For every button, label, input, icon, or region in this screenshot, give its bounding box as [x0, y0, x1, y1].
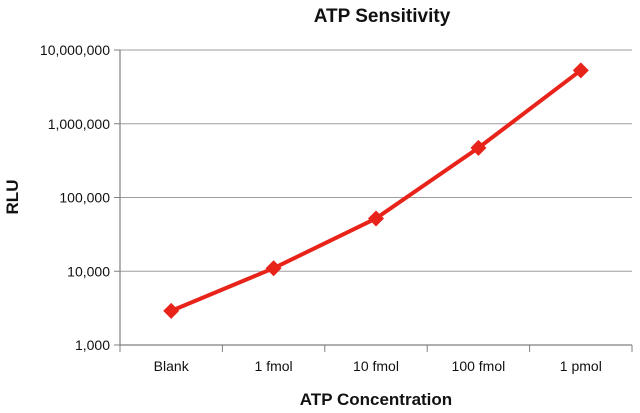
x-tick-label: 100 fmol [452, 358, 506, 374]
series-line [170, 68, 583, 313]
y-tick-labels: 1,000 10,000 100,000 1,000,000 10,000,000 [40, 42, 110, 353]
y-tick-label: 1,000 [75, 337, 110, 353]
x-tick-label: 1 pmol [560, 358, 602, 374]
x-axis-title: ATP Concentration [300, 390, 452, 409]
data-markers [163, 62, 589, 319]
y-tick-label: 10,000 [67, 263, 110, 279]
x-tick-label: 10 fmol [353, 358, 399, 374]
axes [114, 49, 633, 352]
x-tick-label: Blank [154, 358, 190, 374]
x-tick-labels: Blank 1 fmol 10 fmol 100 fmol 1 pmol [154, 358, 602, 374]
data-point-marker [572, 62, 589, 79]
x-tick-label: 1 fmol [255, 358, 293, 374]
data-point-marker [470, 139, 487, 156]
data-point-marker [163, 302, 180, 319]
data-point-marker [368, 210, 384, 227]
data-point-marker [265, 260, 282, 277]
y-axis-title: RLU [3, 180, 22, 215]
y-tick-label: 10,000,000 [40, 42, 110, 58]
y-tick-label: 1,000,000 [48, 116, 110, 132]
gridlines [120, 49, 632, 272]
series-line [170, 68, 583, 313]
y-tick-label: 100,000 [59, 190, 110, 206]
chart-title: ATP Sensitivity [314, 6, 451, 27]
